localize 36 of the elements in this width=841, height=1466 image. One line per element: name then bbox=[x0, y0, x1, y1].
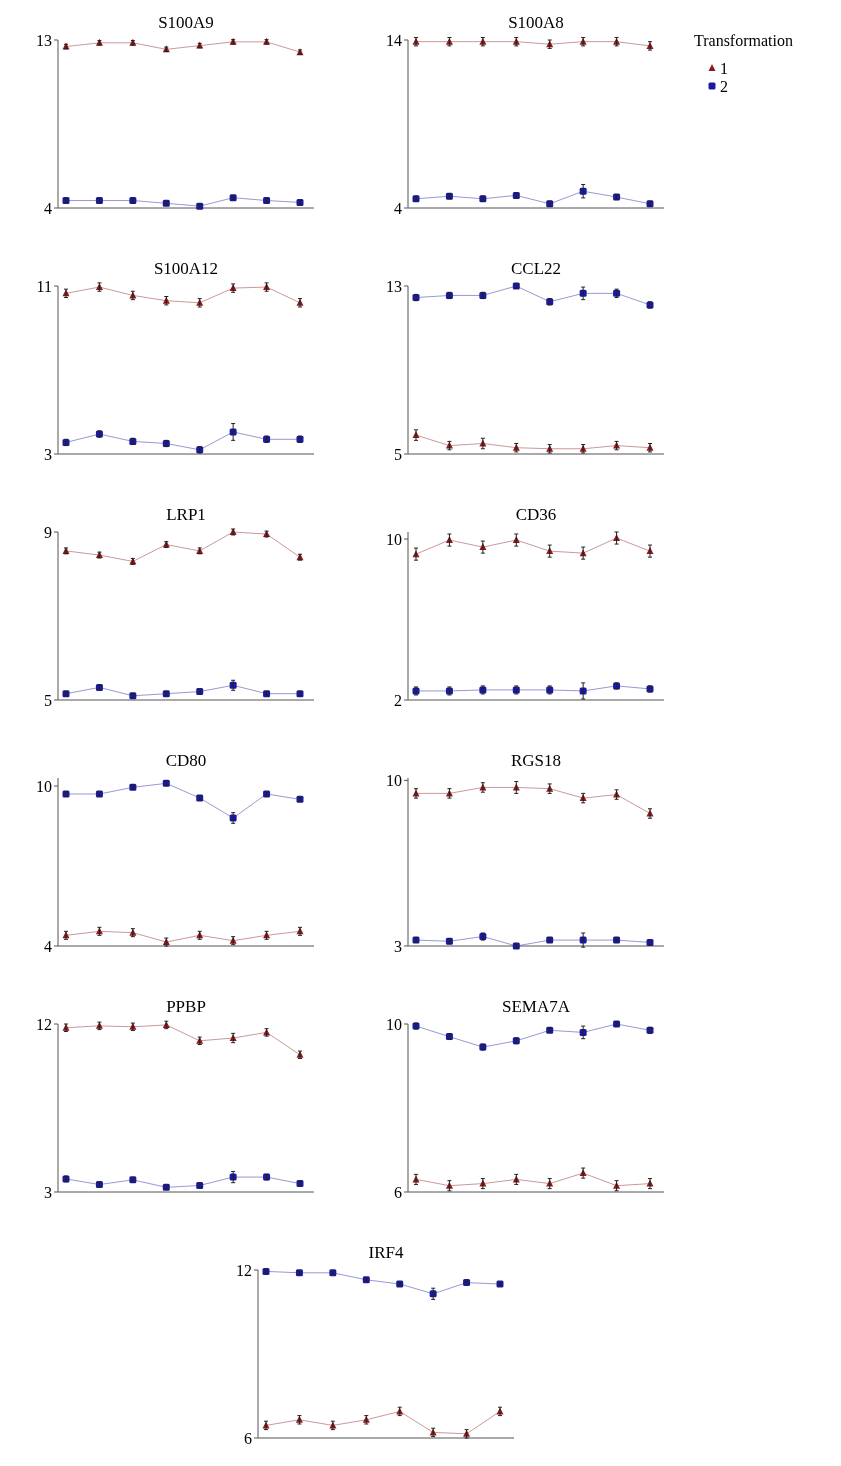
y-tick-label: 6 bbox=[244, 1429, 252, 1447]
chart-title: S100A12 bbox=[153, 259, 219, 278]
chart-title: CD36 bbox=[515, 505, 557, 524]
y-tick-label: 12 bbox=[36, 1015, 52, 1033]
y-tick-label: 2 bbox=[394, 691, 402, 709]
y-tick-label: 4 bbox=[44, 937, 52, 955]
y-tick-label: 6 bbox=[394, 1183, 402, 1201]
legend-label: 1 bbox=[720, 59, 728, 77]
chart-title: LRP1 bbox=[166, 505, 206, 524]
y-tick-label: 13 bbox=[386, 277, 402, 295]
y-tick-label: 3 bbox=[44, 445, 52, 463]
chart-title: PPBP bbox=[166, 997, 206, 1016]
y-tick-label: 3 bbox=[394, 937, 402, 955]
y-tick-label: 10 bbox=[386, 530, 402, 548]
y-tick-label: 10 bbox=[36, 777, 52, 795]
y-tick-label: 4 bbox=[44, 199, 52, 217]
y-tick-label: 9 bbox=[44, 523, 52, 541]
y-tick-label: 5 bbox=[394, 445, 402, 463]
chart-title: S100A9 bbox=[158, 13, 214, 32]
y-tick-label: 3 bbox=[44, 1183, 52, 1201]
y-tick-label: 13 bbox=[36, 31, 52, 49]
y-tick-label: 12 bbox=[236, 1261, 252, 1279]
chart-title: RGS18 bbox=[510, 751, 562, 770]
chart-title: CD80 bbox=[165, 751, 207, 770]
y-tick-label: 10 bbox=[386, 771, 402, 789]
chart-title: S100A8 bbox=[508, 13, 564, 32]
y-tick-label: 11 bbox=[36, 277, 52, 295]
y-tick-label: 14 bbox=[386, 31, 402, 49]
chart-title: IRF4 bbox=[368, 1243, 404, 1262]
chart-title: CCL22 bbox=[510, 259, 562, 278]
y-tick-label: 4 bbox=[394, 199, 402, 217]
legend-label: 2 bbox=[720, 77, 728, 95]
y-tick-label: 10 bbox=[386, 1015, 402, 1033]
chart-title: SEMA7A bbox=[501, 997, 571, 1016]
legend-title: Transformation bbox=[694, 32, 793, 49]
y-tick-label: 5 bbox=[44, 691, 52, 709]
